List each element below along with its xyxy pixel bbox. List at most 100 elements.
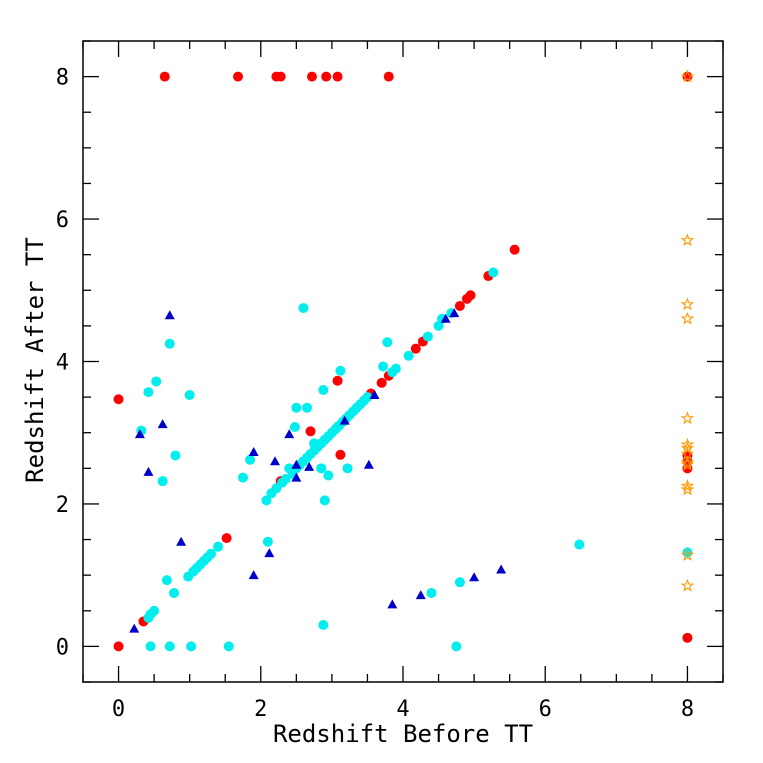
data-point [291,459,302,469]
data-point [342,463,353,474]
x-axis-label: Redshift Before TT [273,720,533,748]
data-point [149,605,160,616]
data-point [161,575,172,586]
data-point [306,71,317,82]
data-point [309,438,320,449]
data-point [680,411,695,425]
data-point [221,533,232,544]
data-point [680,457,695,471]
data-point [298,303,309,314]
data-point [680,479,695,492]
data-point [319,495,330,506]
data-point [159,71,170,82]
data-point [164,338,175,349]
data-point [451,641,462,652]
data-point [316,463,327,474]
data-point [302,402,312,413]
data-point [362,392,373,403]
data-point [134,429,145,439]
data-point [335,365,346,376]
data-point [682,547,693,558]
data-point [454,577,465,588]
data-point [332,375,343,386]
data-point [151,376,162,387]
data-point [164,310,175,320]
data-point [449,308,460,318]
data-point [680,311,695,325]
data-point [223,641,234,652]
data-point [113,641,124,652]
data-point [248,446,259,456]
data-point [339,415,350,425]
data-point [318,620,329,631]
data-point [164,641,175,652]
data-point [410,343,421,354]
axis-ticks [82,40,724,683]
data-point [284,429,295,439]
data-point [680,548,695,561]
data-point [262,536,273,547]
data-point [280,474,291,485]
data-point [509,244,520,255]
x-tick-label: 2 [254,697,267,722]
data-point [382,337,393,348]
x-tick-label: 4 [396,697,409,722]
data-point [206,548,216,559]
data-point [680,578,695,592]
data-point [387,599,398,609]
data-point [680,233,695,247]
data-point [264,548,275,558]
data-point [403,350,414,361]
data-point [321,71,332,82]
data-point [440,313,451,323]
data-point [369,389,380,399]
data-point [170,450,181,461]
data-point [248,570,259,580]
data-point [213,541,224,552]
data-point [176,536,187,546]
data-point [275,71,286,82]
data-point [680,455,695,469]
data-point [184,389,195,400]
data-point [238,472,248,483]
y-axis-label: Redshift After TT [21,237,49,483]
data-point [143,466,154,476]
data-point [422,331,433,342]
data-point [465,290,476,301]
data-point [378,361,389,372]
data-point [335,449,346,460]
data-point [469,572,480,582]
data-point [390,363,401,374]
data-point [186,641,197,652]
data-points [113,69,695,652]
y-tick-label: 0 [56,635,69,660]
data-point [574,539,585,550]
x-tick-label: 0 [112,697,125,722]
data-point [488,267,499,278]
data-point [415,590,426,600]
data-point [680,69,695,83]
x-tick-label: 6 [539,697,552,722]
data-point [157,476,168,487]
data-point [233,71,244,82]
data-point [304,461,315,471]
data-point [291,472,302,482]
data-point [682,632,693,643]
data-point [376,377,387,388]
data-point [113,394,124,405]
data-point [454,300,465,311]
plot-frame [82,40,724,683]
data-point [680,441,695,455]
data-point [261,495,272,506]
data-point [383,71,394,82]
data-point [363,459,374,469]
data-point [680,482,695,496]
y-tick-label: 2 [56,493,69,518]
y-tick-label: 4 [56,351,69,376]
data-point [245,454,256,465]
data-point [496,564,507,574]
data-point [157,419,168,429]
data-point [680,297,695,311]
data-point [426,587,437,598]
